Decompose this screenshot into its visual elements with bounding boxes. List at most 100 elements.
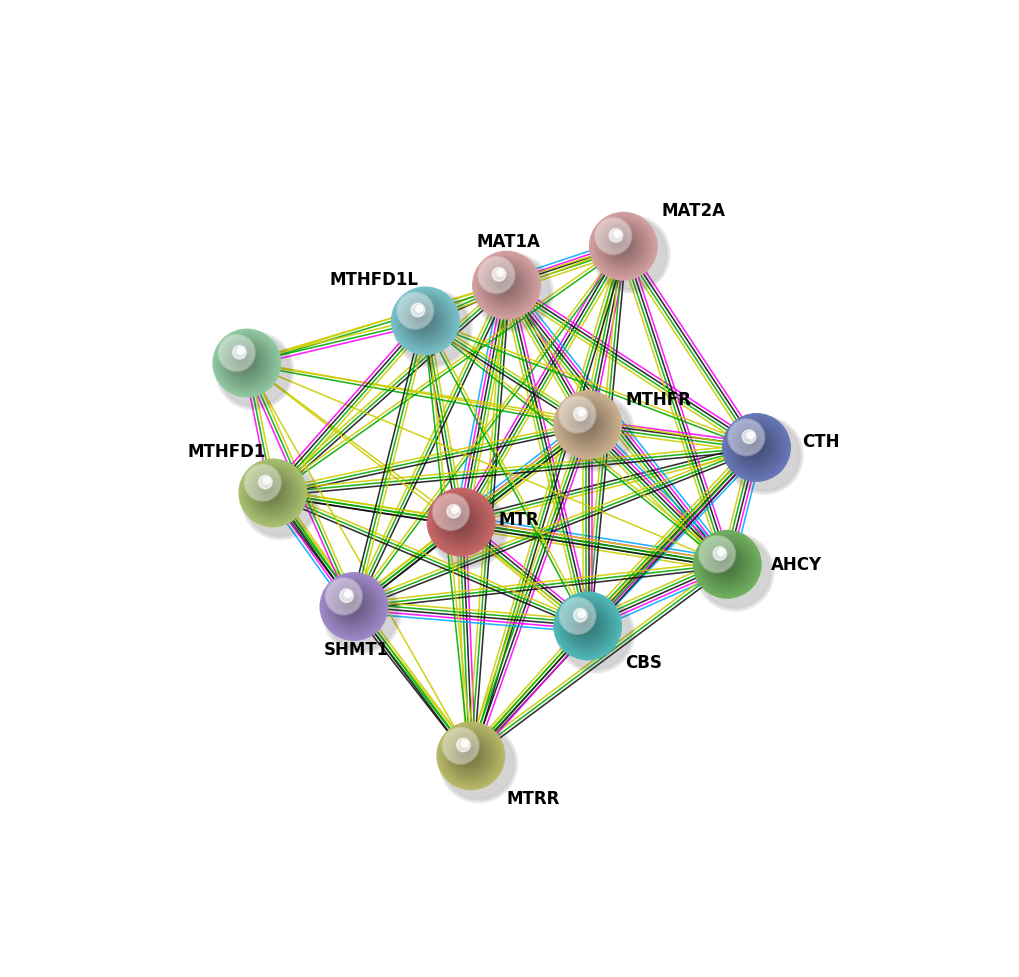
Circle shape xyxy=(573,407,586,421)
Circle shape xyxy=(326,579,361,615)
Text: MTR: MTR xyxy=(498,510,539,529)
Circle shape xyxy=(565,403,609,447)
Circle shape xyxy=(434,496,467,529)
Circle shape xyxy=(569,609,602,642)
Circle shape xyxy=(461,741,468,747)
Circle shape xyxy=(445,732,494,780)
Circle shape xyxy=(232,346,246,360)
Circle shape xyxy=(448,511,468,530)
Circle shape xyxy=(494,275,513,293)
Circle shape xyxy=(589,213,656,280)
Circle shape xyxy=(347,602,351,605)
Circle shape xyxy=(451,507,458,514)
Circle shape xyxy=(459,744,477,763)
Circle shape xyxy=(747,440,758,450)
Circle shape xyxy=(726,418,801,493)
Circle shape xyxy=(553,593,621,660)
Circle shape xyxy=(486,267,524,304)
Circle shape xyxy=(343,597,358,612)
Circle shape xyxy=(450,737,488,774)
Circle shape xyxy=(248,469,297,518)
Circle shape xyxy=(329,582,378,631)
Circle shape xyxy=(245,465,301,522)
Circle shape xyxy=(574,412,596,435)
Circle shape xyxy=(457,743,479,766)
Circle shape xyxy=(345,600,354,608)
Circle shape xyxy=(434,495,468,530)
Circle shape xyxy=(749,443,753,446)
Circle shape xyxy=(497,277,508,288)
Circle shape xyxy=(575,615,594,634)
Circle shape xyxy=(559,398,630,468)
Circle shape xyxy=(580,418,587,426)
Circle shape xyxy=(250,471,294,516)
Circle shape xyxy=(215,332,278,396)
Circle shape xyxy=(560,600,593,632)
Circle shape xyxy=(578,617,589,629)
Circle shape xyxy=(324,576,399,653)
Circle shape xyxy=(225,343,266,384)
Circle shape xyxy=(450,513,465,528)
Circle shape xyxy=(729,421,799,490)
Circle shape xyxy=(713,552,736,574)
Text: MAT1A: MAT1A xyxy=(476,233,540,251)
Circle shape xyxy=(255,476,288,509)
Circle shape xyxy=(491,272,518,297)
Circle shape xyxy=(729,421,762,454)
Circle shape xyxy=(327,580,361,614)
Circle shape xyxy=(607,233,634,259)
Circle shape xyxy=(565,604,609,649)
Circle shape xyxy=(568,607,605,644)
Circle shape xyxy=(578,409,584,416)
Circle shape xyxy=(396,293,469,365)
Circle shape xyxy=(697,534,772,611)
Circle shape xyxy=(263,485,275,496)
Circle shape xyxy=(555,394,619,457)
Circle shape xyxy=(558,397,615,453)
Circle shape xyxy=(610,235,630,254)
Circle shape xyxy=(327,580,360,613)
Circle shape xyxy=(218,335,255,372)
Circle shape xyxy=(438,724,502,787)
Circle shape xyxy=(616,241,621,245)
Circle shape xyxy=(472,252,540,319)
Circle shape xyxy=(553,392,621,459)
Circle shape xyxy=(334,587,371,625)
Circle shape xyxy=(344,599,356,610)
Circle shape xyxy=(560,399,594,432)
Circle shape xyxy=(455,742,482,768)
Circle shape xyxy=(741,434,767,459)
Circle shape xyxy=(712,547,726,561)
Circle shape xyxy=(728,419,800,492)
Circle shape xyxy=(483,263,528,308)
Circle shape xyxy=(578,611,584,617)
Circle shape xyxy=(451,514,463,526)
Circle shape xyxy=(572,612,598,638)
Circle shape xyxy=(574,614,596,636)
Circle shape xyxy=(558,397,632,470)
Circle shape xyxy=(577,415,591,430)
Circle shape xyxy=(479,259,513,292)
Circle shape xyxy=(433,495,503,566)
Circle shape xyxy=(404,300,445,342)
Circle shape xyxy=(436,722,504,789)
Circle shape xyxy=(578,417,589,428)
Circle shape xyxy=(410,307,436,333)
Circle shape xyxy=(332,585,373,627)
Circle shape xyxy=(603,228,641,265)
Circle shape xyxy=(413,310,432,329)
Circle shape xyxy=(429,491,507,570)
Circle shape xyxy=(220,337,273,390)
Circle shape xyxy=(246,467,299,520)
Circle shape xyxy=(322,575,400,654)
Circle shape xyxy=(398,295,451,348)
Circle shape xyxy=(444,506,474,536)
Circle shape xyxy=(571,409,600,439)
Circle shape xyxy=(595,220,665,290)
Circle shape xyxy=(714,553,734,572)
Circle shape xyxy=(558,397,595,434)
Circle shape xyxy=(419,316,422,319)
Circle shape xyxy=(463,749,470,756)
Circle shape xyxy=(703,542,748,587)
Circle shape xyxy=(397,294,468,364)
